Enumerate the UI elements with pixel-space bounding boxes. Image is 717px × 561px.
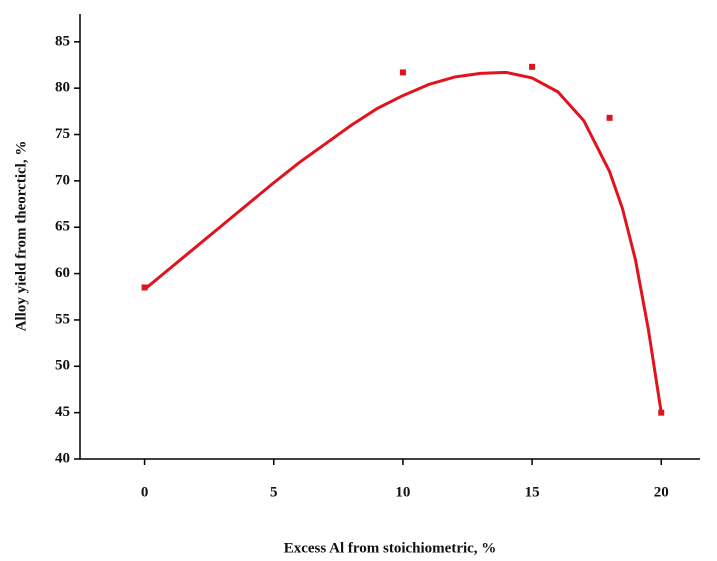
data-point <box>529 63 536 70</box>
x-tick-label: 10 <box>395 484 410 500</box>
y-tick-label: 85 <box>55 33 70 49</box>
y-tick-label: 40 <box>55 450 70 466</box>
x-tick-label: 15 <box>525 484 540 500</box>
x-tick-label: 0 <box>141 484 149 500</box>
y-tick-label: 45 <box>55 404 70 420</box>
y-tick-label: 55 <box>55 311 70 327</box>
y-tick-label: 80 <box>55 80 70 96</box>
y-tick-label: 65 <box>55 219 70 235</box>
y-tick-label: 75 <box>55 126 70 142</box>
y-tick-label: 60 <box>55 265 70 281</box>
y-tick-label: 70 <box>55 172 70 188</box>
x-tick-label: 5 <box>270 484 278 500</box>
fit-curve <box>143 70 663 413</box>
data-point <box>606 114 613 121</box>
data-point <box>399 69 406 76</box>
y-axis-label: Alloy yield from theorcticl, % <box>13 141 29 332</box>
x-axis-label: Excess Al from stoichiometric, % <box>284 540 497 556</box>
y-tick-label: 50 <box>55 358 70 374</box>
x-tick-label: 20 <box>654 484 669 500</box>
